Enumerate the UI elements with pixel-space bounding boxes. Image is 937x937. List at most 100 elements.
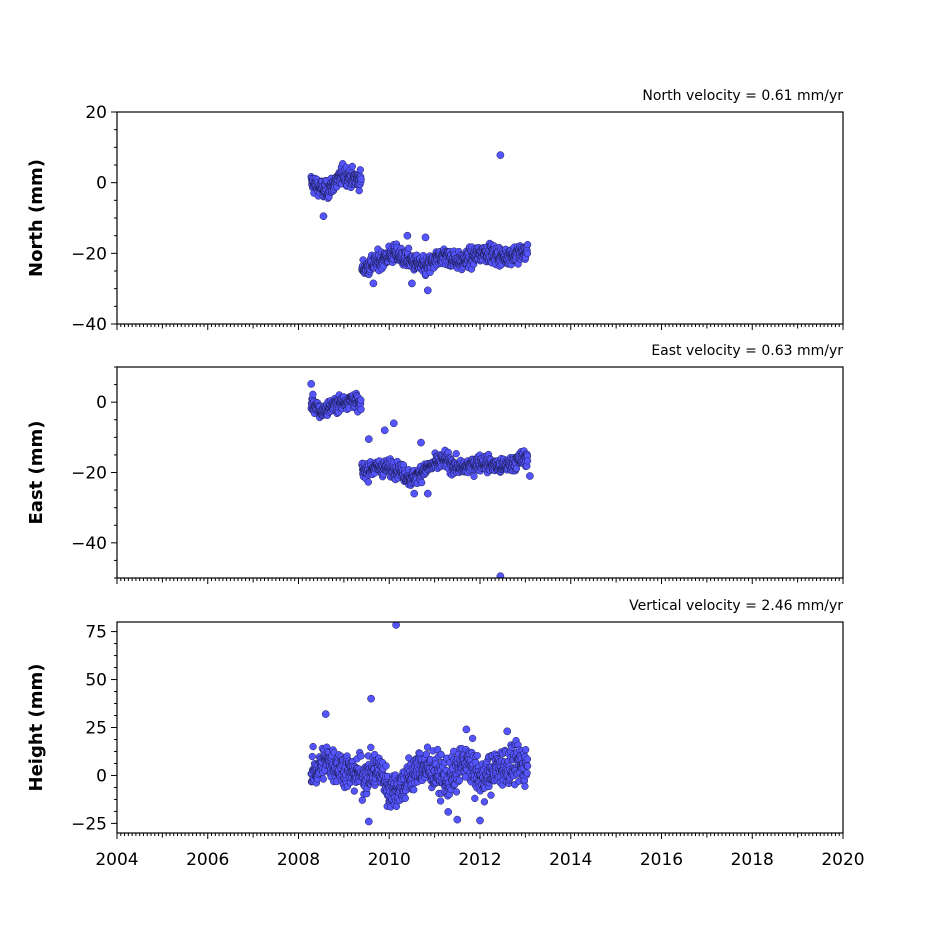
y-tick-label: −25 [71,814,107,834]
x-tick-label: 2018 [731,850,774,870]
axes-frame [116,111,844,325]
data-point [468,734,477,743]
outlier-point [417,438,425,447]
data-point [404,244,413,252]
panel-1: −40 −20 0 20 North (mm) North velocity = 0.61… [26,88,844,335]
outlier-point [367,694,375,703]
x-tick-label: 2020 [821,850,864,870]
x-tick-label: 2010 [368,850,411,870]
data-point [487,791,495,799]
y-tick-label: 0 [96,766,107,786]
outlier-point [476,816,484,825]
data-point [523,762,532,770]
outlier-point [408,279,416,288]
x-tick-label: 2006 [186,850,229,870]
data-point [422,750,431,758]
data-point [522,746,530,754]
data-point [309,390,317,398]
panel-2: −40 −20 0 East (mm) East velocity = 0.63 mm/… [26,343,844,584]
outlier-point [410,489,419,498]
y-tick-label: 50 [85,671,107,691]
data-point [309,742,317,751]
outlier-point [319,212,328,221]
data-point [364,478,372,486]
data-point [473,751,481,760]
axes-frame [116,621,844,834]
y-tick-label: 20 [85,103,107,123]
data-point [523,769,531,777]
outlier-point [369,279,378,288]
data-point [350,787,358,795]
x-tick-label: 2012 [458,850,501,870]
y-tick-label: −20 [71,464,107,484]
data-points [307,380,534,578]
data-point [308,752,316,761]
y-tick-label: 0 [96,393,107,413]
y-axis-label: East (mm) [26,421,47,525]
outlier-point [496,151,505,159]
outlier-point [403,231,412,240]
data-point [471,794,479,803]
x-tick-label: 2014 [549,850,592,870]
data-point [470,472,478,480]
velocity-label: Vertical velocity = 2.46 mm/yr [629,598,843,614]
outlier-point [421,233,430,242]
data-point [357,175,365,183]
y-axis-label: Height (mm) [26,664,47,792]
outlier-point [462,725,471,734]
data-point [357,396,365,404]
data-points [307,622,532,826]
y-axis-label: North (mm) [26,159,47,277]
y-tick-label: 0 [96,174,107,194]
x-tick-label: 2004 [95,850,138,870]
outlier-point [307,380,316,388]
outlier-point [496,572,505,578]
outlier-point [364,817,373,826]
outlier-point [453,815,462,824]
data-point [319,775,327,783]
data-point [523,755,532,763]
data-point [523,240,532,249]
y-tick-label: 25 [85,719,107,739]
outlier-point [321,710,330,718]
data-point [357,752,365,760]
x-tick-label: 2016 [640,850,683,870]
outlier-point [444,808,453,816]
y-tick-label: −40 [71,534,107,554]
velocity-label: East velocity = 0.63 mm/yr [651,343,843,359]
data-point [436,797,445,805]
data-point [382,762,390,770]
outlier-point [423,489,432,498]
data-point [480,798,489,806]
panel-3: −25 0 25 50 75 2004 2006 2008 2010 2012 2014 2016 20… [26,598,865,870]
data-point [452,450,460,458]
outlier-point [526,472,534,480]
data-point [348,162,356,171]
y-tick-label: 75 [85,623,107,643]
data-point [523,457,532,465]
data-point [437,750,445,759]
data-point [410,786,418,794]
x-tick-label: 2008 [277,850,320,870]
data-point [423,743,432,751]
outlier-point [423,286,432,295]
outlier-point [392,622,400,629]
velocity-label: North velocity = 0.61 mm/yr [642,88,843,104]
data-point [356,166,364,174]
outlier-point [380,426,389,435]
outlier-point [503,727,512,736]
data-point [523,249,532,258]
outlier-point [389,419,398,428]
data-point [401,794,409,802]
data-points [307,151,532,295]
data-point [455,776,464,784]
data-point [452,788,461,796]
outlier-point [364,435,373,443]
y-tick-label: −40 [71,315,107,335]
data-point [521,782,529,790]
data-point [418,478,426,487]
data-point [367,743,375,752]
data-point [357,405,365,413]
data-point [355,187,363,195]
